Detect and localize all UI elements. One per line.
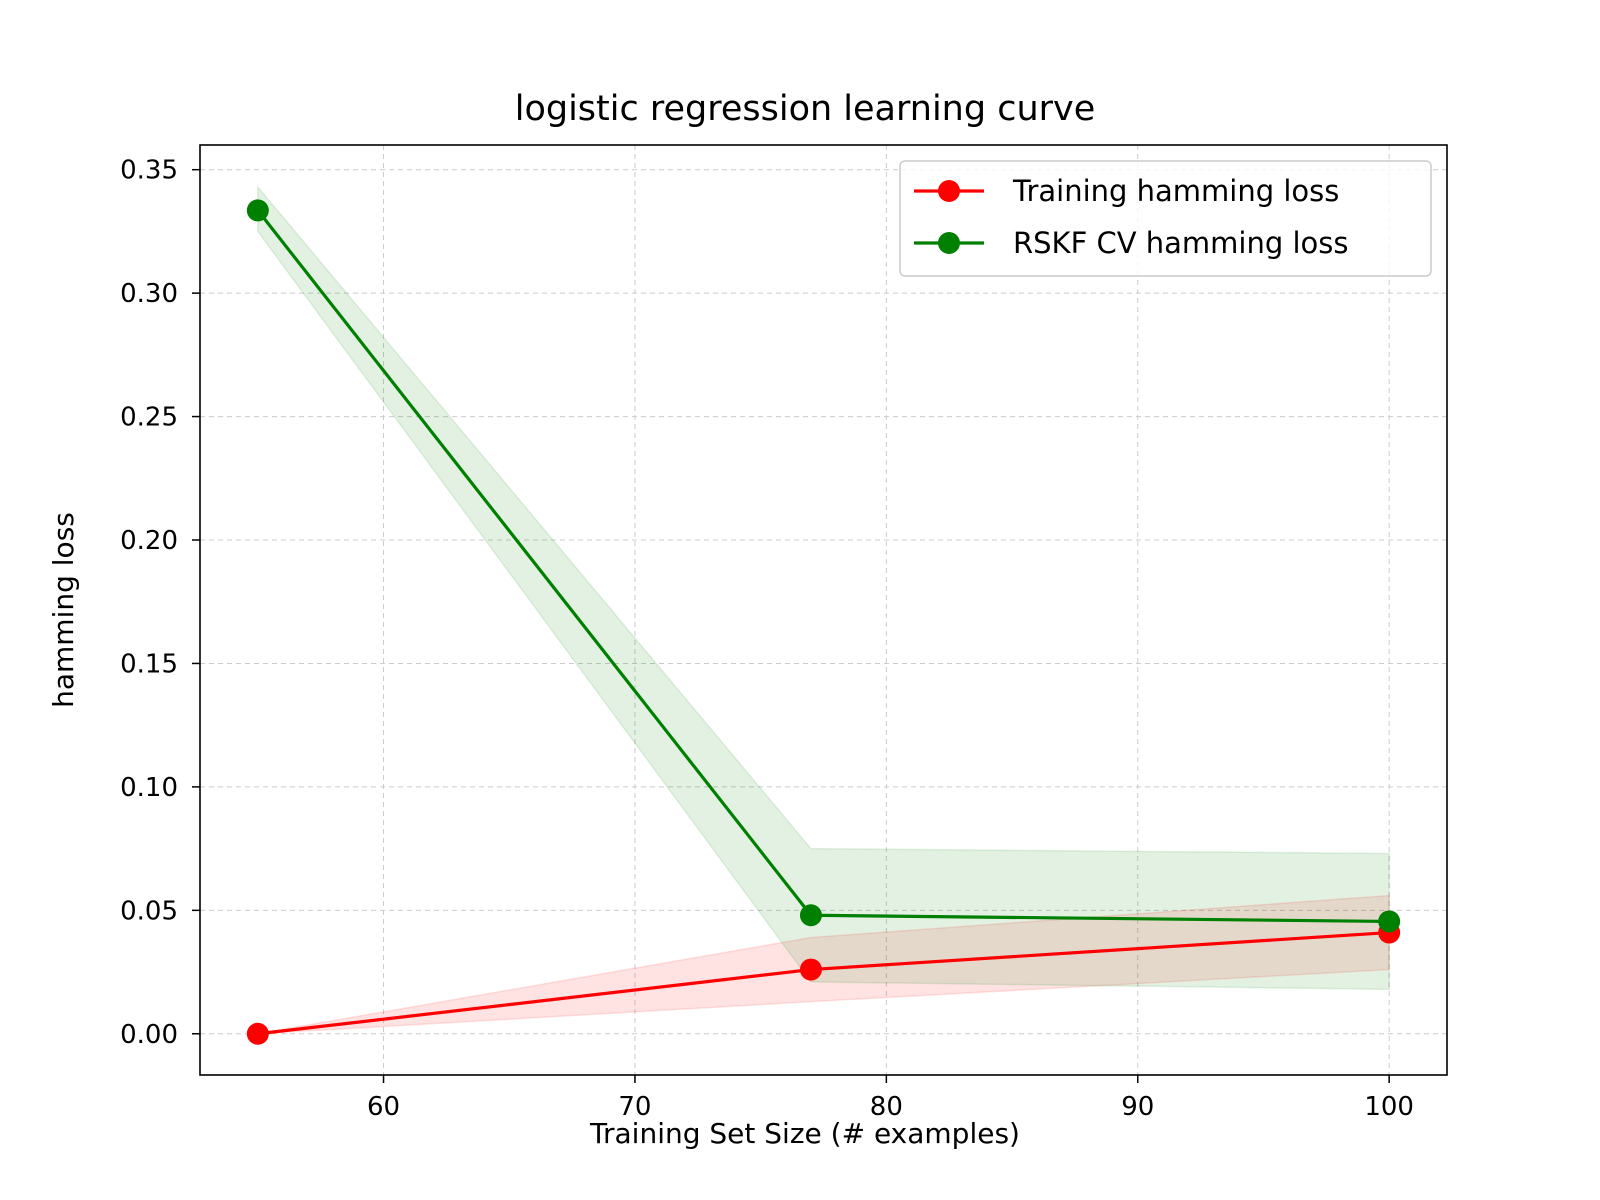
legend-entry-label: RSKF CV hamming loss — [1013, 226, 1349, 260]
data-point — [799, 904, 822, 927]
x-tick-label: 70 — [618, 1092, 651, 1122]
y-tick-label: 0.05 — [120, 896, 178, 926]
chart-title: logistic regression learning curve — [515, 89, 1096, 129]
series-line-2 — [256, 209, 1390, 924]
x-tick-label: 80 — [870, 1092, 903, 1122]
data-point — [799, 958, 822, 981]
x-axis-ticks: 60 70 80 90 100 — [367, 1075, 1414, 1122]
data-point — [246, 199, 269, 222]
y-tick-label: 0.25 — [120, 403, 178, 433]
x-tick-label: 60 — [367, 1092, 400, 1122]
x-axis-label: Training Set Size (# examples) — [589, 1117, 1020, 1150]
data-point — [1378, 910, 1401, 933]
y-tick-label: 0.00 — [120, 1020, 178, 1050]
legend-entry-label: Training hamming loss — [1012, 174, 1339, 208]
confidence-bands — [257, 184, 1390, 1035]
y-tick-label: 0.20 — [120, 526, 178, 556]
y-tick-label: 0.15 — [120, 649, 178, 679]
x-tick-label: 100 — [1364, 1092, 1414, 1122]
y-axis-ticks: 0.00 0.05 0.10 0.15 0.20 0.25 0.30 0.35 — [120, 156, 200, 1050]
legend: Training hamming loss RSKF CV hamming los… — [899, 160, 1432, 277]
y-tick-label: 0.35 — [120, 156, 178, 186]
y-tick-label: 0.10 — [120, 773, 178, 803]
confidence-band-2 — [257, 184, 1390, 991]
y-axis-label: hamming loss — [47, 512, 80, 708]
x-tick-label: 90 — [1121, 1092, 1154, 1122]
series-points — [246, 199, 1401, 1045]
legend-marker — [938, 232, 960, 254]
data-point — [246, 1022, 269, 1045]
plot-area-frame — [199, 144, 1448, 1076]
legend-marker — [938, 180, 960, 202]
legend-box — [899, 160, 1432, 277]
y-tick-label: 0.30 — [120, 279, 178, 309]
